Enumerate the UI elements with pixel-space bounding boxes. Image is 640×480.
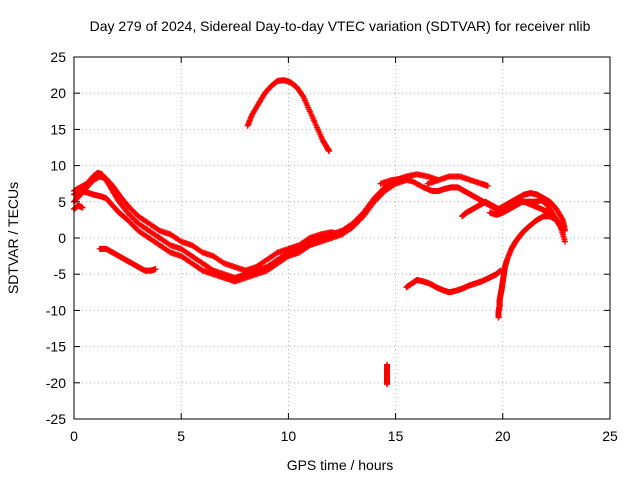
x-tick-label: 0	[70, 428, 78, 444]
y-tick-label: -15	[46, 339, 66, 355]
data-point	[326, 148, 333, 155]
series-arc-4	[71, 202, 86, 213]
data-point	[561, 238, 568, 245]
series-arc-13	[486, 197, 568, 245]
data-point	[484, 182, 491, 189]
x-tick-label: 25	[602, 428, 618, 444]
axis-ticks: 0 5 10 15 20 25 -25 -20 -15 -10 -5 0 5 10 15 20 25	[46, 49, 618, 444]
series-arc-10	[377, 175, 566, 234]
y-tick-label: 25	[50, 49, 66, 65]
series-arc-11	[424, 173, 491, 189]
data-marks	[71, 77, 568, 388]
y-tick-label: 20	[50, 85, 66, 101]
y-tick-label: 10	[50, 158, 66, 174]
x-axis-label: GPS time / hours	[287, 457, 394, 473]
data-point	[384, 381, 391, 388]
y-tick-label: -20	[46, 375, 66, 391]
data-point	[79, 204, 86, 211]
y-tick-label: 0	[58, 230, 66, 246]
x-tick-label: 15	[388, 428, 404, 444]
y-tick-label: 15	[50, 121, 66, 137]
x-tick-label: 5	[177, 428, 185, 444]
series-arc-5	[96, 245, 159, 274]
series-arc-7	[384, 361, 391, 388]
x-tick-label: 10	[281, 428, 297, 444]
y-tick-label: -5	[54, 266, 67, 282]
series-arc-6	[244, 77, 333, 155]
series-arc-9	[495, 213, 566, 321]
series-arc-8	[403, 267, 504, 296]
x-tick-label: 20	[495, 428, 511, 444]
series-arc-3	[71, 173, 345, 274]
data-point	[152, 266, 159, 273]
y-tick-label: -25	[46, 411, 66, 427]
chart-title: Day 279 of 2024, Sidereal Day-to-day VTE…	[90, 18, 591, 34]
y-tick-label: -10	[46, 302, 66, 318]
grid	[74, 57, 610, 419]
y-axis-label: SDTVAR / TECUs	[5, 182, 21, 294]
data-point	[339, 231, 345, 238]
y-tick-label: 5	[58, 194, 66, 210]
